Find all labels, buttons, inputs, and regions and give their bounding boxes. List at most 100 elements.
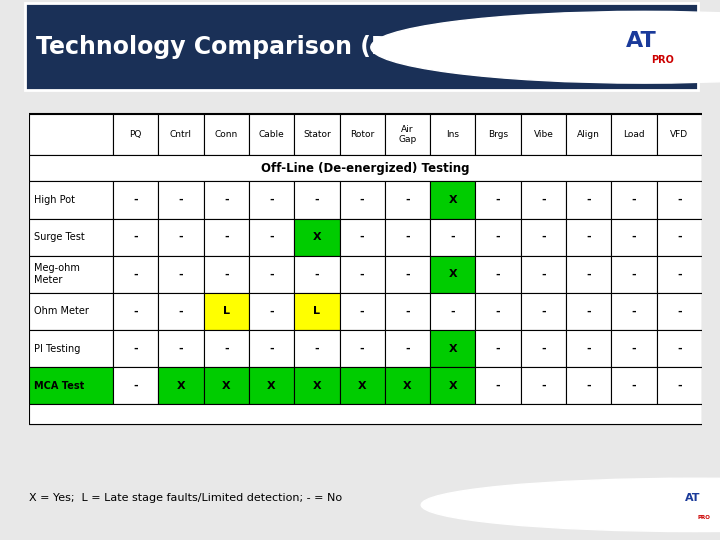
Bar bbox=[384, 114, 430, 155]
Text: -: - bbox=[133, 195, 138, 205]
Bar bbox=[204, 256, 249, 293]
Bar bbox=[430, 181, 475, 219]
Text: -: - bbox=[224, 232, 228, 242]
Text: -: - bbox=[677, 269, 682, 279]
Bar bbox=[566, 219, 611, 256]
Text: -: - bbox=[405, 306, 410, 316]
Text: Cntrl: Cntrl bbox=[170, 130, 192, 139]
Bar bbox=[611, 293, 657, 330]
Text: X: X bbox=[176, 381, 185, 391]
Text: -: - bbox=[133, 306, 138, 316]
Text: -: - bbox=[586, 195, 591, 205]
Text: PI Testing: PI Testing bbox=[34, 343, 81, 354]
Circle shape bbox=[462, 482, 720, 528]
Text: Technology Comparison (De-energized): Technology Comparison (De-energized) bbox=[36, 35, 559, 59]
Bar bbox=[611, 367, 657, 404]
Bar bbox=[340, 256, 384, 293]
Bar bbox=[611, 330, 657, 367]
Bar bbox=[475, 219, 521, 256]
Bar bbox=[430, 219, 475, 256]
Text: -: - bbox=[631, 306, 636, 316]
Text: -: - bbox=[451, 306, 455, 316]
Bar bbox=[657, 114, 702, 155]
Bar bbox=[566, 114, 611, 155]
Bar bbox=[249, 330, 294, 367]
Bar bbox=[294, 219, 340, 256]
Text: -: - bbox=[541, 381, 546, 391]
Bar bbox=[113, 367, 158, 404]
Bar bbox=[475, 114, 521, 155]
Text: -: - bbox=[586, 381, 591, 391]
Text: -: - bbox=[224, 269, 228, 279]
Text: -: - bbox=[677, 232, 682, 242]
Text: -: - bbox=[541, 269, 546, 279]
Text: L: L bbox=[222, 306, 230, 316]
Bar bbox=[158, 256, 204, 293]
Bar bbox=[611, 114, 657, 155]
Bar bbox=[430, 330, 475, 367]
Bar bbox=[29, 367, 113, 404]
Bar bbox=[566, 293, 611, 330]
Text: -: - bbox=[586, 306, 591, 316]
Bar bbox=[384, 219, 430, 256]
Text: -: - bbox=[496, 343, 500, 354]
Bar bbox=[294, 330, 340, 367]
Bar bbox=[384, 256, 430, 293]
Text: Surge Test: Surge Test bbox=[34, 232, 85, 242]
Text: Off-Line (De-energized) Testing: Off-Line (De-energized) Testing bbox=[261, 161, 469, 174]
Text: X: X bbox=[312, 381, 321, 391]
Bar bbox=[29, 330, 113, 367]
Bar bbox=[29, 404, 702, 424]
Bar bbox=[521, 367, 566, 404]
Text: X: X bbox=[312, 232, 321, 242]
Text: -: - bbox=[133, 269, 138, 279]
Bar bbox=[29, 256, 113, 293]
Text: -: - bbox=[224, 343, 228, 354]
Text: Stator: Stator bbox=[303, 130, 330, 139]
Text: -: - bbox=[179, 306, 183, 316]
Bar bbox=[29, 114, 702, 424]
Text: -: - bbox=[360, 343, 364, 354]
Bar bbox=[29, 293, 113, 330]
Bar bbox=[113, 256, 158, 293]
Bar bbox=[29, 181, 113, 219]
Text: Ohm Meter: Ohm Meter bbox=[34, 306, 89, 316]
Bar bbox=[430, 256, 475, 293]
Text: -: - bbox=[315, 195, 319, 205]
Bar bbox=[657, 293, 702, 330]
Text: Ins: Ins bbox=[446, 130, 459, 139]
Text: L: L bbox=[313, 306, 320, 316]
Bar bbox=[475, 181, 521, 219]
Text: X: X bbox=[449, 195, 457, 205]
Text: Align: Align bbox=[577, 130, 600, 139]
Text: -: - bbox=[631, 381, 636, 391]
Bar bbox=[475, 367, 521, 404]
Bar bbox=[113, 219, 158, 256]
Bar bbox=[29, 114, 113, 155]
Bar bbox=[340, 219, 384, 256]
Text: -: - bbox=[269, 269, 274, 279]
Text: -: - bbox=[586, 343, 591, 354]
Text: -: - bbox=[269, 232, 274, 242]
Text: Vibe: Vibe bbox=[534, 130, 554, 139]
Bar bbox=[158, 367, 204, 404]
Bar bbox=[249, 256, 294, 293]
Bar bbox=[113, 293, 158, 330]
Bar bbox=[521, 114, 566, 155]
Text: Meg-ohm
Meter: Meg-ohm Meter bbox=[34, 264, 80, 285]
Text: -: - bbox=[586, 269, 591, 279]
Text: PQ: PQ bbox=[130, 130, 142, 139]
Bar bbox=[566, 181, 611, 219]
Bar bbox=[158, 114, 204, 155]
Bar bbox=[430, 367, 475, 404]
Text: Load: Load bbox=[624, 130, 645, 139]
Text: -: - bbox=[315, 269, 319, 279]
Bar bbox=[249, 181, 294, 219]
Text: -: - bbox=[224, 195, 228, 205]
Text: X: X bbox=[358, 381, 366, 391]
Bar bbox=[249, 367, 294, 404]
Bar bbox=[294, 293, 340, 330]
Bar bbox=[204, 219, 249, 256]
Text: AT: AT bbox=[685, 493, 701, 503]
Text: -: - bbox=[631, 343, 636, 354]
